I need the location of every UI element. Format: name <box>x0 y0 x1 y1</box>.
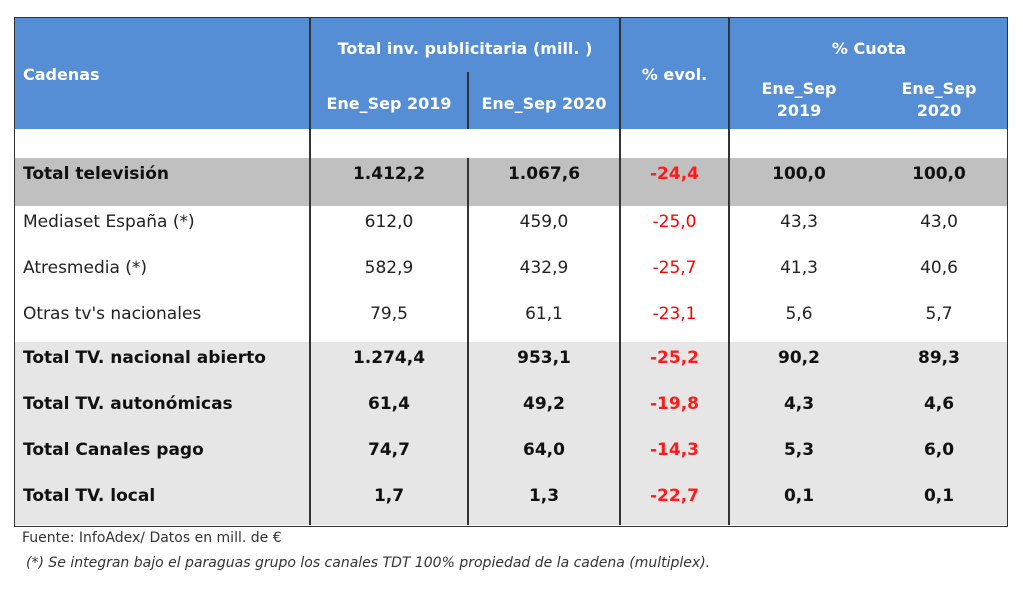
cell-2019: 79,5 <box>370 304 408 324</box>
cell-2020: 64,0 <box>523 440 565 460</box>
cell-evol: -25,7 <box>652 258 697 278</box>
cell-name: Total TV. autonómicas <box>23 394 233 414</box>
column-divider <box>467 158 469 525</box>
cell-name: Total televisión <box>23 164 170 184</box>
cell-2019: 582,9 <box>364 258 414 278</box>
cell-name: Mediaset España (*) <box>23 212 195 232</box>
cell-evol: -19,8 <box>650 394 699 414</box>
table-row-total-television: Total televisión 1.412,2 1.067,6 -24,4 1… <box>15 158 1007 206</box>
cell-evol: -23,1 <box>652 304 697 324</box>
table-row: Mediaset España (*) 612,0 459,0 -25,0 43… <box>15 206 1007 252</box>
cell-evol: -25,0 <box>652 212 697 232</box>
header-cuota-2020-line2: 2020 <box>916 101 962 120</box>
cell-cuota-2019: 5,6 <box>785 304 813 324</box>
cell-cuota-2019: 90,2 <box>778 348 820 368</box>
cell-cuota-2019: 0,1 <box>783 486 815 506</box>
table-row-subtotal: Total TV. local 1,7 1,3 -22,7 0,1 0,1 <box>15 480 1007 525</box>
header-cuota-2019-line2: 2019 <box>776 101 822 120</box>
header-cuota-2020-line1: Ene_Sep <box>901 79 977 98</box>
column-divider <box>728 18 730 525</box>
cell-cuota-2020: 4,6 <box>923 394 955 414</box>
cell-cuota-2020: 43,0 <box>920 212 958 232</box>
cell-2019: 1,7 <box>373 486 405 506</box>
cell-2020: 61,1 <box>525 304 563 324</box>
header-ene-sep-2020: Ene_Sep 2020 <box>481 94 607 113</box>
column-divider <box>309 18 311 525</box>
cell-evol: -24,4 <box>650 164 699 184</box>
cell-cuota-2019: 41,3 <box>780 258 818 278</box>
cell-cuota-2019: 4,3 <box>783 394 815 414</box>
cell-2019: 1.274,4 <box>352 348 426 368</box>
header-cuota-2019: Ene_Sep 2019 <box>729 78 869 122</box>
cell-evol: -25,2 <box>650 348 699 368</box>
cell-cuota-2020: 0,1 <box>923 486 955 506</box>
cell-evol: -14,3 <box>650 440 699 460</box>
table-header: Cadenas Total inv. publicitaria (mill. )… <box>15 18 1007 129</box>
cell-2019: 612,0 <box>364 212 414 232</box>
cell-2019: 1.412,2 <box>352 164 426 184</box>
cell-2020: 953,1 <box>517 348 571 368</box>
cell-2020: 1.067,6 <box>507 164 581 184</box>
header-evol: % evol. <box>641 65 708 84</box>
cell-cuota-2019: 43,3 <box>780 212 818 232</box>
cell-cuota-2019: 100,0 <box>772 164 826 184</box>
column-divider <box>619 18 621 525</box>
cell-name: Otras tv's nacionales <box>23 304 202 324</box>
source-note: Fuente: InfoAdex/ Datos en mill. de € <box>22 530 282 546</box>
header-cuota-2019-line1: Ene_Sep <box>761 79 837 98</box>
tv-ad-investment-table: Cadenas Total inv. publicitaria (mill. )… <box>14 17 1008 527</box>
footnote: (*) Se integran bajo el paraguas grupo l… <box>26 555 711 571</box>
cell-cuota-2020: 100,0 <box>912 164 966 184</box>
cell-name: Atresmedia (*) <box>23 258 148 278</box>
cell-2019: 61,4 <box>368 394 410 414</box>
cell-name: Total TV. local <box>23 486 156 506</box>
header-cuota: % Cuota <box>831 39 907 58</box>
table-row-subtotal: Total TV. autonómicas 61,4 49,2 -19,8 4,… <box>15 388 1007 434</box>
cell-cuota-2019: 5,3 <box>783 440 815 460</box>
cell-cuota-2020: 89,3 <box>918 348 960 368</box>
cell-2020: 1,3 <box>528 486 560 506</box>
table-row-subtotal: Total TV. nacional abierto 1.274,4 953,1… <box>15 342 1007 388</box>
cell-2020: 432,9 <box>519 258 569 278</box>
cell-name: Total Canales pago <box>23 440 204 460</box>
table-row-subtotal: Total Canales pago 74,7 64,0 -14,3 5,3 6… <box>15 434 1007 480</box>
header-ene-sep-2019: Ene_Sep 2019 <box>326 94 452 113</box>
column-divider <box>467 72 469 129</box>
cell-evol: -22,7 <box>650 486 699 506</box>
cell-cuota-2020: 5,7 <box>925 304 953 324</box>
header-cuota-2020: Ene_Sep 2020 <box>869 78 1009 122</box>
cell-cuota-2020: 6,0 <box>923 440 955 460</box>
table-row: Atresmedia (*) 582,9 432,9 -25,7 41,3 40… <box>15 252 1007 298</box>
cell-2019: 74,7 <box>368 440 410 460</box>
cell-cuota-2020: 40,6 <box>920 258 958 278</box>
cell-name: Total TV. nacional abierto <box>23 348 266 368</box>
cell-2020: 49,2 <box>523 394 565 414</box>
header-cadenas: Cadenas <box>23 65 100 84</box>
table-row: Otras tv's nacionales 79,5 61,1 -23,1 5,… <box>15 298 1007 344</box>
header-total-inv: Total inv. publicitaria (mill. ) <box>337 39 593 58</box>
cell-2020: 459,0 <box>519 212 569 232</box>
